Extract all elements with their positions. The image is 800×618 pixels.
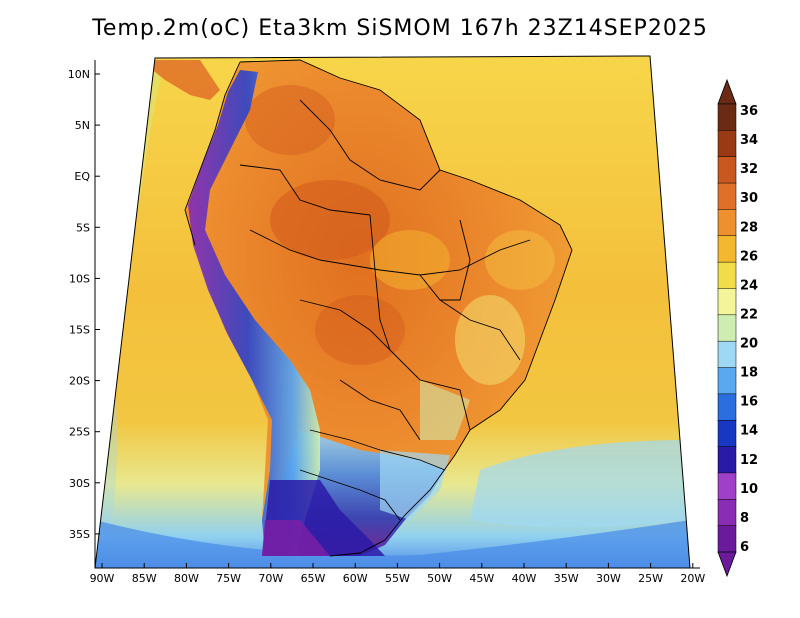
colorbar-label: 18	[740, 366, 758, 381]
colorbar-bottom-arrow	[717, 551, 737, 578]
colorbar-segment	[717, 103, 737, 132]
lat-tick-label: 25S	[69, 426, 90, 439]
latitude-axis: 10N 5N EQ 5S 10S 15S 20S 25S 30S 35S	[68, 68, 100, 541]
lat-tick-label: 10N	[68, 68, 90, 81]
colorbar-label: 36	[740, 104, 758, 119]
andes-cold-region	[188, 70, 320, 556]
colorbar-label: 20	[740, 337, 758, 352]
lon-tick-label: 85W	[132, 572, 157, 585]
colorbar-segment	[717, 367, 737, 395]
lat-tick-label: 15S	[69, 324, 90, 337]
colorbar-segment	[717, 314, 737, 342]
lat-tick-label: 10S	[69, 272, 90, 285]
lat-tick-label: 30S	[69, 477, 90, 490]
colorbar-label: 24	[740, 278, 758, 293]
colorbar-segment	[717, 156, 737, 184]
lat-tick-label: 20S	[69, 375, 90, 388]
temperature-field	[95, 56, 690, 568]
lon-tick-label: 35W	[554, 572, 579, 585]
colorbar-segment	[717, 288, 737, 316]
colorbar-segment	[717, 446, 737, 474]
lat-tick-label: EQ	[74, 170, 90, 183]
colorbar-label: 26	[740, 249, 758, 264]
lon-tick-label: 20W	[680, 572, 705, 585]
lat-tick-label: 5S	[76, 221, 90, 234]
colorbar-label: 16	[740, 395, 758, 410]
colorbar-label: 30	[740, 191, 758, 206]
colorbar-segment	[717, 525, 737, 553]
lon-tick-label: 65W	[301, 572, 326, 585]
map-title: Temp.2m(oC) Eta3km SiSMOM 167h 23Z14SEP2…	[92, 16, 708, 41]
lat-tick-label: 35S	[69, 528, 90, 541]
colorbar-segment	[717, 499, 737, 527]
country-borders	[184, 59, 573, 557]
lon-tick-label: 70W	[258, 572, 283, 585]
colorbar-segment	[717, 419, 737, 448]
lon-tick-label: 80W	[174, 572, 199, 585]
lon-tick-label: 60W	[343, 572, 368, 585]
colorbar-label: 14	[740, 424, 758, 439]
colorbar-label: 34	[740, 133, 758, 148]
colorbar-label: 10	[740, 482, 758, 497]
colorbar: 6 8 10 12 14 16 18 20 22 24 26 28 30 32 34 36	[717, 78, 758, 578]
colorbar-label: 22	[740, 307, 758, 322]
lon-tick-label: 30W	[596, 572, 621, 585]
lon-tick-label: 90W	[90, 572, 115, 585]
colorbar-label: 32	[740, 162, 758, 177]
colorbar-label: 6	[740, 540, 749, 555]
colorbar-segment	[717, 261, 737, 290]
colorbar-segment	[717, 235, 737, 263]
lon-tick-label: 75W	[216, 572, 241, 585]
lon-tick-label: 25W	[638, 572, 663, 585]
colorbar-label: 8	[740, 511, 749, 526]
colorbar-label: 12	[740, 453, 758, 468]
colorbar-segment	[717, 130, 737, 158]
colorbar-segment	[717, 340, 737, 369]
colorbar-segment	[717, 472, 737, 501]
lon-tick-label: 55W	[385, 572, 410, 585]
lat-tick-label: 5N	[75, 119, 90, 132]
lon-tick-label: 40W	[512, 572, 537, 585]
lon-tick-label: 45W	[469, 572, 494, 585]
colorbar-segment	[717, 182, 737, 211]
longitude-axis: 90W 85W 80W 75W 70W 65W 60W 55W 50W 45W 40W 35W 30W 2…	[90, 563, 705, 585]
lon-tick-label: 50W	[427, 572, 452, 585]
colorbar-label: 28	[740, 220, 758, 235]
colorbar-segment	[717, 393, 737, 421]
colorbar-segment	[717, 209, 737, 237]
colorbar-top-arrow	[717, 78, 737, 105]
